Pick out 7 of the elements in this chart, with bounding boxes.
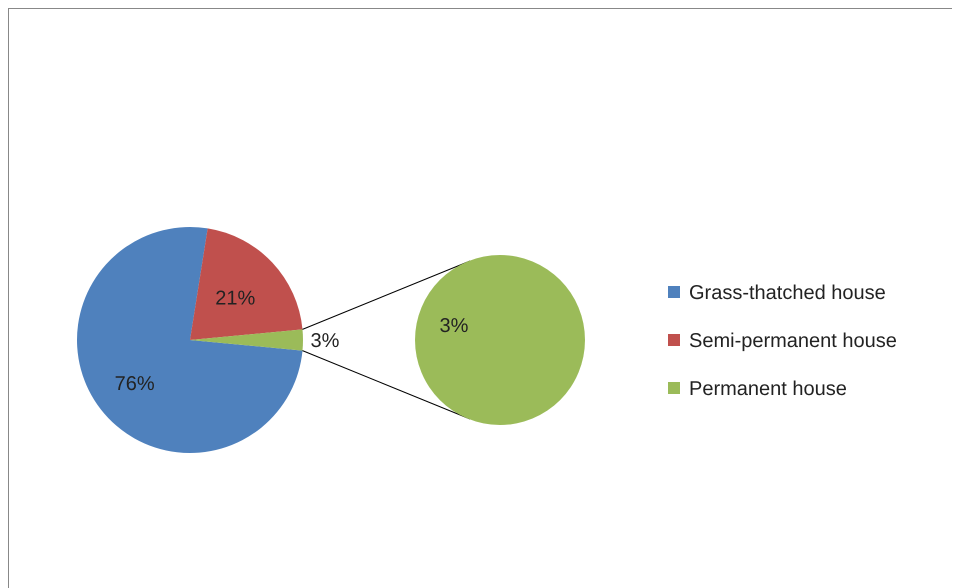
text: 3% [440,315,469,337]
legend-label: Semi-permanent house [689,330,897,352]
data-label: 76% [114,372,155,395]
legend-label: Grass-thatched house [689,282,886,304]
data-label: 21% [215,287,256,310]
data-label: 3% [310,330,340,352]
legend-label: Permanent house [689,378,847,400]
